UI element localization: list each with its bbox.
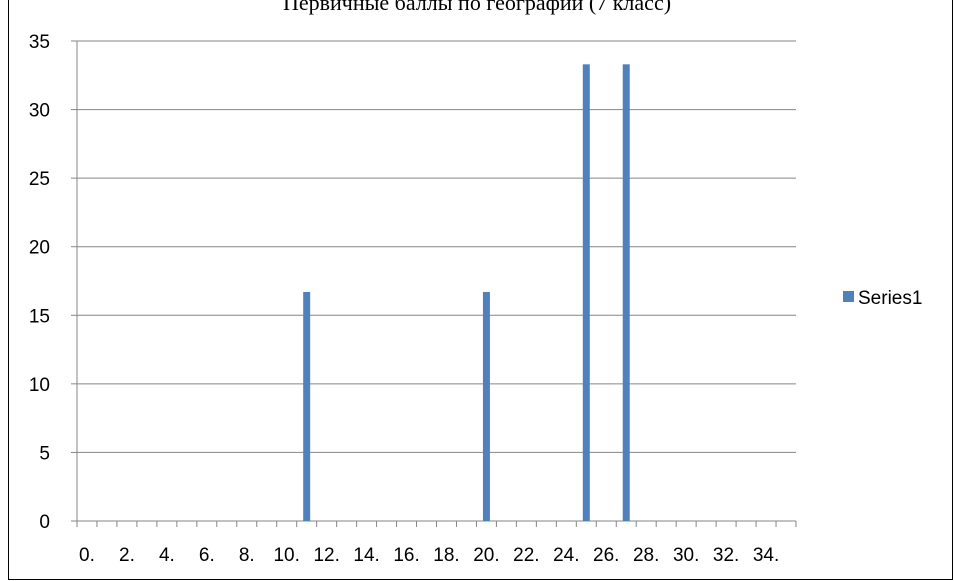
x-axis: 0. 2. 4. 6. 8. 10. 12. 14. 16. 18. 20. 22. 24. 26. 28.… xyxy=(76,520,797,566)
bars xyxy=(303,64,630,522)
x-tick-label: 30. xyxy=(673,545,699,566)
x-tick-label: 34. xyxy=(753,545,779,566)
y-tick-label: 5 xyxy=(39,443,50,464)
x-tick-label: 16. xyxy=(393,545,419,566)
y-tick-label: 35 xyxy=(29,32,50,53)
x-tick-label: 12. xyxy=(313,545,339,566)
y-tick-label: 10 xyxy=(29,375,50,396)
y-axis: 0 5 10 15 20 25 30 35 xyxy=(29,32,78,533)
x-tick-label: 6. xyxy=(199,545,215,566)
x-tick-label: 28. xyxy=(633,545,659,566)
x-tick-label: 14. xyxy=(353,545,379,566)
x-tick-label: 0. xyxy=(79,545,95,566)
legend-label: Series1 xyxy=(858,288,922,309)
y-tick-label: 25 xyxy=(29,169,50,190)
x-tick-label: 22. xyxy=(513,545,539,566)
x-tick-label: 18. xyxy=(433,545,459,566)
y-tick-label: 20 xyxy=(29,238,50,259)
y-tick-label: 0 xyxy=(39,512,50,533)
bar xyxy=(482,291,490,521)
x-tick-label: 32. xyxy=(713,545,739,566)
x-tick-label: 10. xyxy=(273,545,299,566)
x-tick-label: 24. xyxy=(553,545,579,566)
x-tick-label: 2. xyxy=(119,545,135,566)
bar xyxy=(582,64,590,522)
legend: Series1 xyxy=(843,288,922,309)
x-tick-label: 4. xyxy=(159,545,175,566)
chart-frame xyxy=(8,0,953,580)
y-tick-label: 15 xyxy=(29,306,50,327)
legend-swatch xyxy=(843,291,854,302)
x-tick-label: 8. xyxy=(239,545,255,566)
x-tick-label: 20. xyxy=(473,545,499,566)
y-tick-label: 30 xyxy=(29,101,50,122)
gridlines xyxy=(77,40,796,453)
chart-title: Первичные баллы по географии (7 класс) xyxy=(282,0,672,15)
bar xyxy=(622,64,630,522)
bar xyxy=(303,291,311,521)
x-tick-label: 26. xyxy=(593,545,619,566)
